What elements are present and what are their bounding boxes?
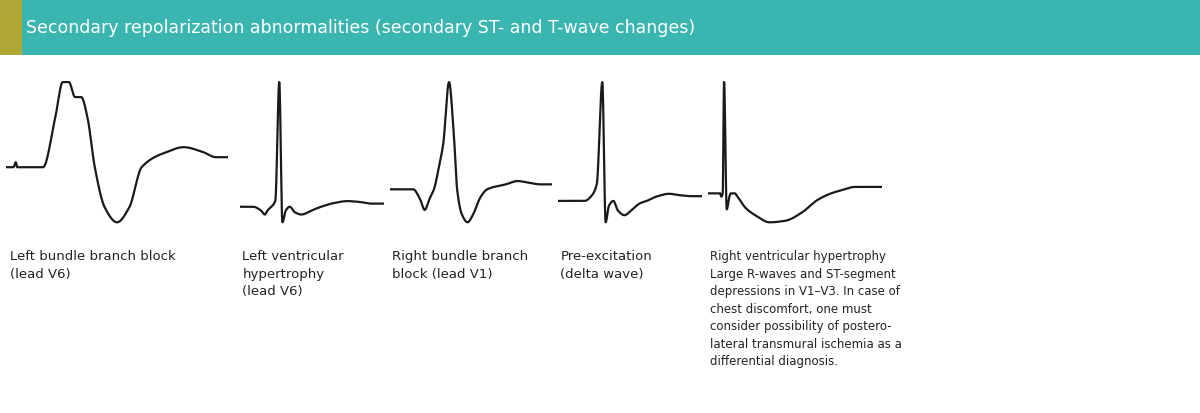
Text: Right ventricular hypertrophy
Large R-waves and ST-segment
depressions in V1–V3.: Right ventricular hypertrophy Large R-wa… (710, 250, 902, 368)
Text: Left bundle branch block
(lead V6): Left bundle branch block (lead V6) (10, 250, 175, 280)
Text: Right bundle branch
block (lead V1): Right bundle branch block (lead V1) (392, 250, 528, 280)
Text: Secondary repolarization abnormalities (secondary ST- and T-wave changes): Secondary repolarization abnormalities (… (26, 19, 696, 37)
Text: Left ventricular
hypertrophy
(lead V6): Left ventricular hypertrophy (lead V6) (242, 250, 344, 298)
Text: Pre-excitation
(delta wave): Pre-excitation (delta wave) (560, 250, 652, 280)
